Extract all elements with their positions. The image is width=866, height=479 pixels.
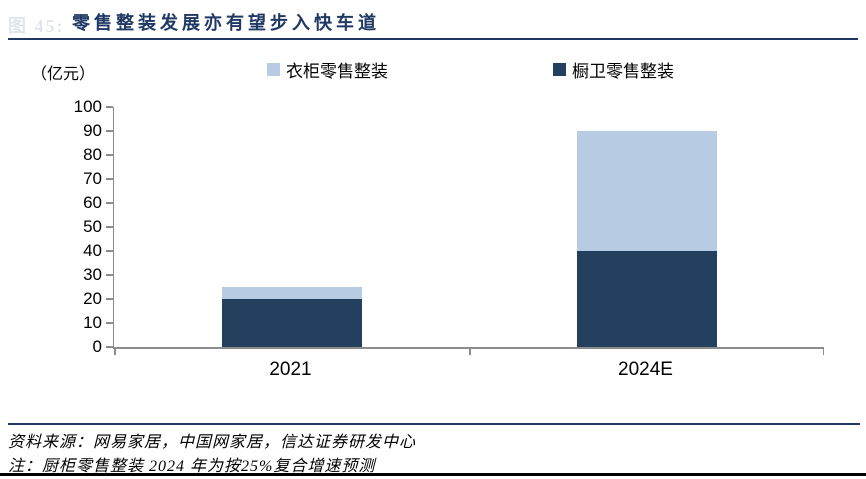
y-tick-label: 90: [83, 121, 102, 140]
y-tick-mark: [106, 226, 113, 228]
y-tick-mark: [106, 106, 113, 108]
legend-item-衣柜零售整装: 衣柜零售整装: [267, 61, 388, 81]
y-tick-label: 100: [73, 97, 102, 116]
legend-swatch-icon: [267, 63, 280, 76]
y-tick-label: 50: [83, 217, 102, 236]
bar-segment-橱卫零售整装-2024E: [576, 251, 717, 347]
y-tick-label: 60: [83, 193, 102, 212]
x-tick-mark: [822, 349, 824, 355]
bottom-border-line: [0, 473, 866, 476]
y-tick-mark: [106, 202, 113, 204]
x-tick-mark: [469, 349, 471, 355]
legend-swatch-icon: [553, 63, 566, 76]
title-underline: [8, 38, 858, 40]
y-tick-label: 30: [83, 265, 102, 284]
y-tick-mark: [106, 346, 113, 348]
y-tick-label: 40: [83, 241, 102, 260]
chart-title: 零售整装发展亦有望步入快车道: [72, 13, 380, 33]
y-tick-mark: [106, 154, 113, 156]
y-tick-label: 0: [92, 337, 102, 356]
figure-number-watermark: 图 45:: [8, 16, 65, 36]
source-note: 资料来源：网易家居，中国网家居，信达证券研发中心: [8, 434, 417, 451]
footer-separator-line: [8, 423, 860, 425]
y-tick-mark: [106, 298, 113, 300]
y-tick-mark: [106, 130, 113, 132]
bar-segment-橱卫零售整装-2021: [221, 299, 362, 347]
legend-item-橱卫零售整装: 橱卫零售整装: [553, 61, 674, 81]
y-tick-mark: [106, 322, 113, 324]
legend-label: 橱卫零售整装: [572, 62, 674, 81]
plot-area: [106, 106, 824, 355]
y-tick-mark: [106, 178, 113, 180]
y-axis-unit-label: （亿元）: [31, 66, 96, 83]
y-tick-label: 80: [83, 145, 102, 164]
y-tick-mark: [106, 274, 113, 276]
legend-label: 衣柜零售整装: [286, 62, 388, 81]
x-tick-mark: [114, 349, 116, 355]
y-tick-mark: [106, 250, 113, 252]
y-tick-label: 20: [83, 289, 102, 308]
y-tick-label: 10: [83, 313, 102, 332]
y-tick-label: 70: [83, 169, 102, 188]
bar-segment-衣柜零售整装-2024E: [576, 131, 717, 251]
x-axis-label-2024E: 2024E: [618, 359, 673, 380]
x-axis-label-2021: 2021: [269, 359, 312, 380]
footnote: 注：厨柜零售整装 2024 年为按25%复合增速预测: [8, 458, 376, 475]
bar-segment-衣柜零售整装-2021: [221, 287, 362, 299]
